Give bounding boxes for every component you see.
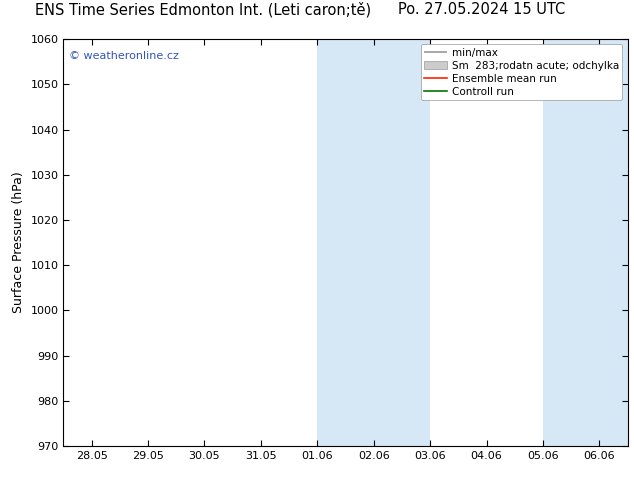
Text: ENS Time Series Edmonton Int. (Leti caron;tě): ENS Time Series Edmonton Int. (Leti caro… xyxy=(35,1,371,17)
Legend: min/max, Sm  283;rodatn acute; odchylka, Ensemble mean run, Controll run: min/max, Sm 283;rodatn acute; odchylka, … xyxy=(421,45,623,100)
Bar xyxy=(543,39,628,446)
Bar xyxy=(317,39,430,446)
Text: Po. 27.05.2024 15 UTC: Po. 27.05.2024 15 UTC xyxy=(398,2,566,17)
Text: © weatheronline.cz: © weatheronline.cz xyxy=(69,51,179,61)
Y-axis label: Surface Pressure (hPa): Surface Pressure (hPa) xyxy=(12,172,25,314)
